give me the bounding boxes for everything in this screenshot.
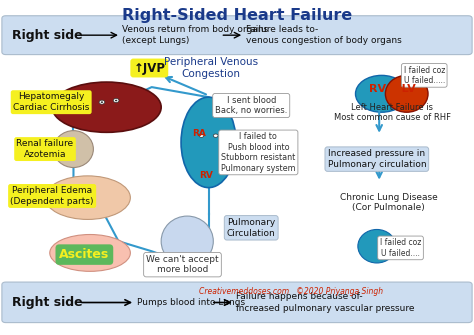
Ellipse shape [115,100,117,102]
Text: Right side: Right side [12,29,82,42]
Text: I sent blood
Back, no worries.: I sent blood Back, no worries. [215,96,287,115]
Text: Peripheral Venous
Congestion: Peripheral Venous Congestion [164,57,258,79]
Text: We can't accept
more blood: We can't accept more blood [146,255,219,274]
Text: Right-Sided Heart Failure: Right-Sided Heart Failure [122,8,352,22]
Text: Failure leads to-
venous congestion of body organs: Failure leads to- venous congestion of b… [246,25,401,45]
Text: RV: RV [199,172,213,180]
Text: Left Heart Failure is
Most common cause of RHF: Left Heart Failure is Most common cause … [334,103,451,122]
Text: Creativemeddoses.com   ©2020 Priyanga Singh: Creativemeddoses.com ©2020 Priyanga Sing… [200,287,383,296]
Ellipse shape [358,229,396,263]
Text: Failure happens because of-
Increased pulmonary vascular pressure: Failure happens because of- Increased pu… [236,292,415,313]
Text: Hepatomegaly
Cardiac Cirrhosis: Hepatomegaly Cardiac Cirrhosis [13,92,90,112]
Text: Peripheral Edema
(Dependent parts): Peripheral Edema (Dependent parts) [10,186,94,206]
Text: I failed to
Push blood into
Stubborn resistant
Pulmonary system: I failed to Push blood into Stubborn res… [221,132,296,173]
Text: Pulmonary
Circulation: Pulmonary Circulation [227,218,275,238]
Ellipse shape [100,101,103,103]
Text: RA: RA [192,130,206,138]
Text: Increased pressure in
Pulmonary circulation: Increased pressure in Pulmonary circulat… [328,149,426,169]
Text: RV    LV: RV LV [369,84,416,94]
Text: Right side: Right side [12,296,82,309]
FancyBboxPatch shape [2,16,472,55]
Ellipse shape [385,75,428,112]
Ellipse shape [99,100,105,104]
FancyBboxPatch shape [6,54,468,283]
Ellipse shape [54,131,93,168]
Ellipse shape [213,134,218,137]
Text: ↑JVP: ↑JVP [133,62,165,74]
Text: Chronic Lung Disease
(Cor Pulmonale): Chronic Lung Disease (Cor Pulmonale) [340,193,438,212]
Text: Pumps blood into Lungs: Pumps blood into Lungs [137,298,245,307]
Text: I failed coz
U failed....: I failed coz U failed.... [380,238,421,258]
Ellipse shape [52,82,161,132]
Ellipse shape [161,216,213,266]
Ellipse shape [181,97,236,188]
Ellipse shape [50,234,130,271]
FancyBboxPatch shape [2,282,472,323]
Text: Venous return from body organs
(except Lungs): Venous return from body organs (except L… [122,25,268,45]
Ellipse shape [45,176,130,219]
Ellipse shape [199,134,204,137]
Ellipse shape [356,75,408,112]
Text: Ascites: Ascites [59,248,109,261]
Ellipse shape [113,98,119,103]
Text: I failed coz
U failed.....: I failed coz U failed..... [403,66,445,85]
Text: Renal failure
Azotemia: Renal failure Azotemia [17,139,73,159]
